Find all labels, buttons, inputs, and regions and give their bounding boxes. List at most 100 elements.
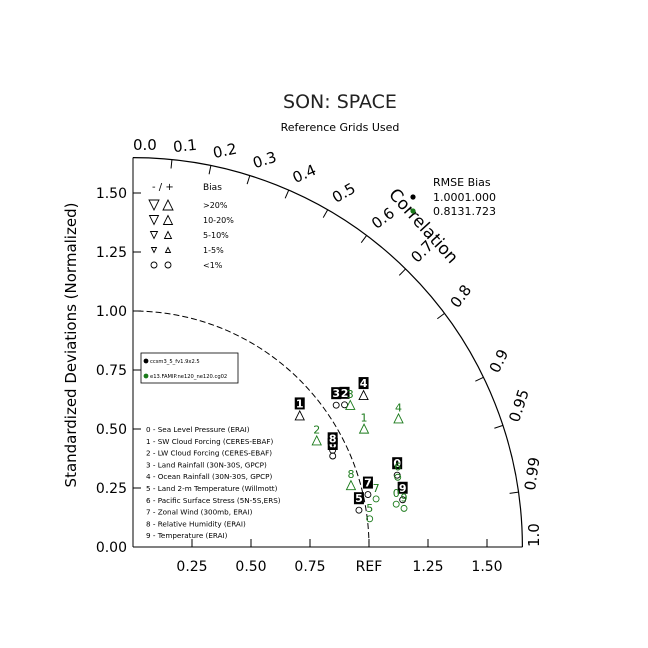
bias-legend-down-triangle: [150, 247, 158, 254]
x-tick-label: REF: [356, 559, 383, 575]
corr-tick: [208, 165, 212, 175]
corr-tick: [322, 209, 329, 218]
y-tick-label: 0.00: [96, 540, 127, 556]
bias-legend-up-triangle: [164, 246, 172, 253]
data-point-marker: [311, 434, 322, 446]
data-point-label-bg: [392, 457, 403, 470]
stats-dot-case1: [410, 194, 416, 200]
x-tick-label: 0.25: [176, 559, 207, 575]
variable-legend-item: 4 - Ocean Rainfall (30N-30S, GPCP): [146, 472, 272, 481]
bias-legend: - / + Bias >20% 10-20% 5-10% 1-5% <1%: [148, 182, 234, 270]
data-point-label: 0: [393, 487, 400, 500]
data-point-label: 2: [341, 387, 349, 400]
case1-dot: [143, 358, 149, 364]
stats-legend: RMSE Bias 1.0001.000 0.8131.723: [410, 176, 496, 218]
data-point-marker: [400, 504, 408, 512]
data-point-label: 3: [347, 388, 354, 401]
bias-legend-title: Bias: [203, 183, 222, 193]
data-point-marker: [358, 389, 369, 401]
y-tick-label: 0.25: [96, 481, 127, 497]
data-point-label: 9: [401, 491, 408, 504]
data-point-label: 3: [332, 387, 340, 400]
bias-legend-label: >20%: [203, 201, 228, 210]
data-point-marker: [294, 409, 305, 421]
x-tick-label: 1.25: [412, 559, 443, 575]
y-axis-label: Standardized Deviations (Normalized): [62, 203, 80, 488]
bias-legend-circle: [164, 261, 172, 269]
stats-row-2: 0.8131.723: [433, 205, 496, 218]
data-point-label-bg: [339, 386, 350, 399]
data-point-marker: [341, 401, 349, 409]
corr-tick: [170, 159, 173, 169]
data-point-label-bg: [327, 432, 338, 445]
bias-legend-label: 1-5%: [203, 246, 224, 255]
corr-tick-label: 0.95: [505, 387, 533, 424]
data-point-label: 2: [313, 423, 320, 436]
corr-tick: [437, 312, 445, 320]
variable-legend-item: 0 - Sea Level Pressure (ERAI): [146, 425, 250, 434]
variable-legend-item: 5 - Land 2-m Temperature (Willmott): [146, 484, 278, 493]
data-point-label: 8: [347, 468, 354, 481]
data-point-marker: [332, 401, 340, 409]
data-point-marker: [393, 412, 404, 424]
bias-legend-down-triangle: [148, 199, 160, 212]
data-point-label: 5: [366, 502, 373, 515]
bias-legend-label: <1%: [203, 261, 223, 270]
variable-legend: 0 - Sea Level Pressure (ERAI) 1 - SW Clou…: [146, 425, 281, 540]
x-tick-label: 0.50: [235, 559, 266, 575]
data-point-marker: [366, 515, 374, 523]
variable-legend-item: 1 - SW Cloud Forcing (CERES-EBAF): [146, 437, 274, 446]
variable-legend-item: 9 - Temperature (ERAI): [146, 531, 228, 540]
data-point-label: 8: [329, 432, 337, 445]
data-point-marker: [345, 479, 357, 491]
corr-tick: [475, 376, 484, 382]
stats-header: RMSE Bias: [433, 176, 491, 189]
variable-legend-item: 3 - Land Rainfall (30N-30S, GPCP): [146, 460, 267, 469]
bias-legend-up-triangle: [163, 230, 173, 239]
chart-title: SON: SPACE: [283, 91, 397, 113]
corr-tick-label: 0.9: [486, 346, 513, 375]
data-point-label: 0: [393, 457, 401, 470]
data-point-label: 7: [373, 482, 380, 495]
data-point-marker: [329, 452, 337, 460]
data-point-marker: [355, 506, 363, 514]
corr-tick-label: 0.4: [290, 161, 319, 187]
bias-legend-circle: [150, 261, 158, 269]
data-point-marker: [329, 446, 337, 454]
corr-tick-label: 0.0: [133, 136, 157, 154]
data-point-label-bg: [353, 492, 364, 505]
case1-label: ccsm3_5_fv1.9x2.5: [150, 359, 200, 365]
case-legend-box: [140, 352, 239, 384]
corr-tick: [284, 189, 290, 199]
diagram-grid: [132, 157, 523, 548]
y-tick-label: 0.50: [96, 422, 127, 438]
corr-tick: [246, 175, 251, 185]
bias-legend-symbols: - / +: [152, 182, 174, 193]
corr-tick: [494, 424, 504, 429]
corr-tick: [398, 268, 406, 276]
data-point-label: 4: [395, 401, 402, 414]
data-point-label: 5: [355, 492, 363, 505]
data-point-label-bg: [397, 481, 408, 494]
variable-legend-item: 7 - Zonal Wind (300mb, ERAI): [146, 508, 253, 517]
case2-label: e13.FAMIP.ne120_ne120.cg02: [150, 374, 227, 380]
data-point-label-bg: [362, 476, 373, 489]
data-point-marker: [372, 495, 380, 503]
data-point-marker: [394, 473, 402, 481]
x-tick-label: 0.75: [294, 559, 325, 575]
data-point-label: 6: [394, 460, 401, 473]
bias-legend-down-triangle: [149, 231, 159, 240]
data-point-label: 6: [329, 438, 337, 451]
data-point-label-bg: [358, 377, 369, 390]
stats-row-1: 1.0001.000: [433, 191, 496, 204]
corr-tick-label: 0.1: [172, 136, 198, 156]
variable-legend-item: 6 - Pacific Surface Stress (5N-5S,ERS): [146, 496, 281, 505]
corr-tick: [509, 491, 519, 494]
variable-legend-item: 2 - LW Cloud Forcing (CERES-EBAF): [146, 449, 272, 458]
y-tick-label: 0.75: [96, 363, 127, 379]
data-point-marker: [392, 500, 400, 508]
bias-legend-label: 5-10%: [203, 231, 229, 240]
data-point-marker: [358, 423, 370, 434]
